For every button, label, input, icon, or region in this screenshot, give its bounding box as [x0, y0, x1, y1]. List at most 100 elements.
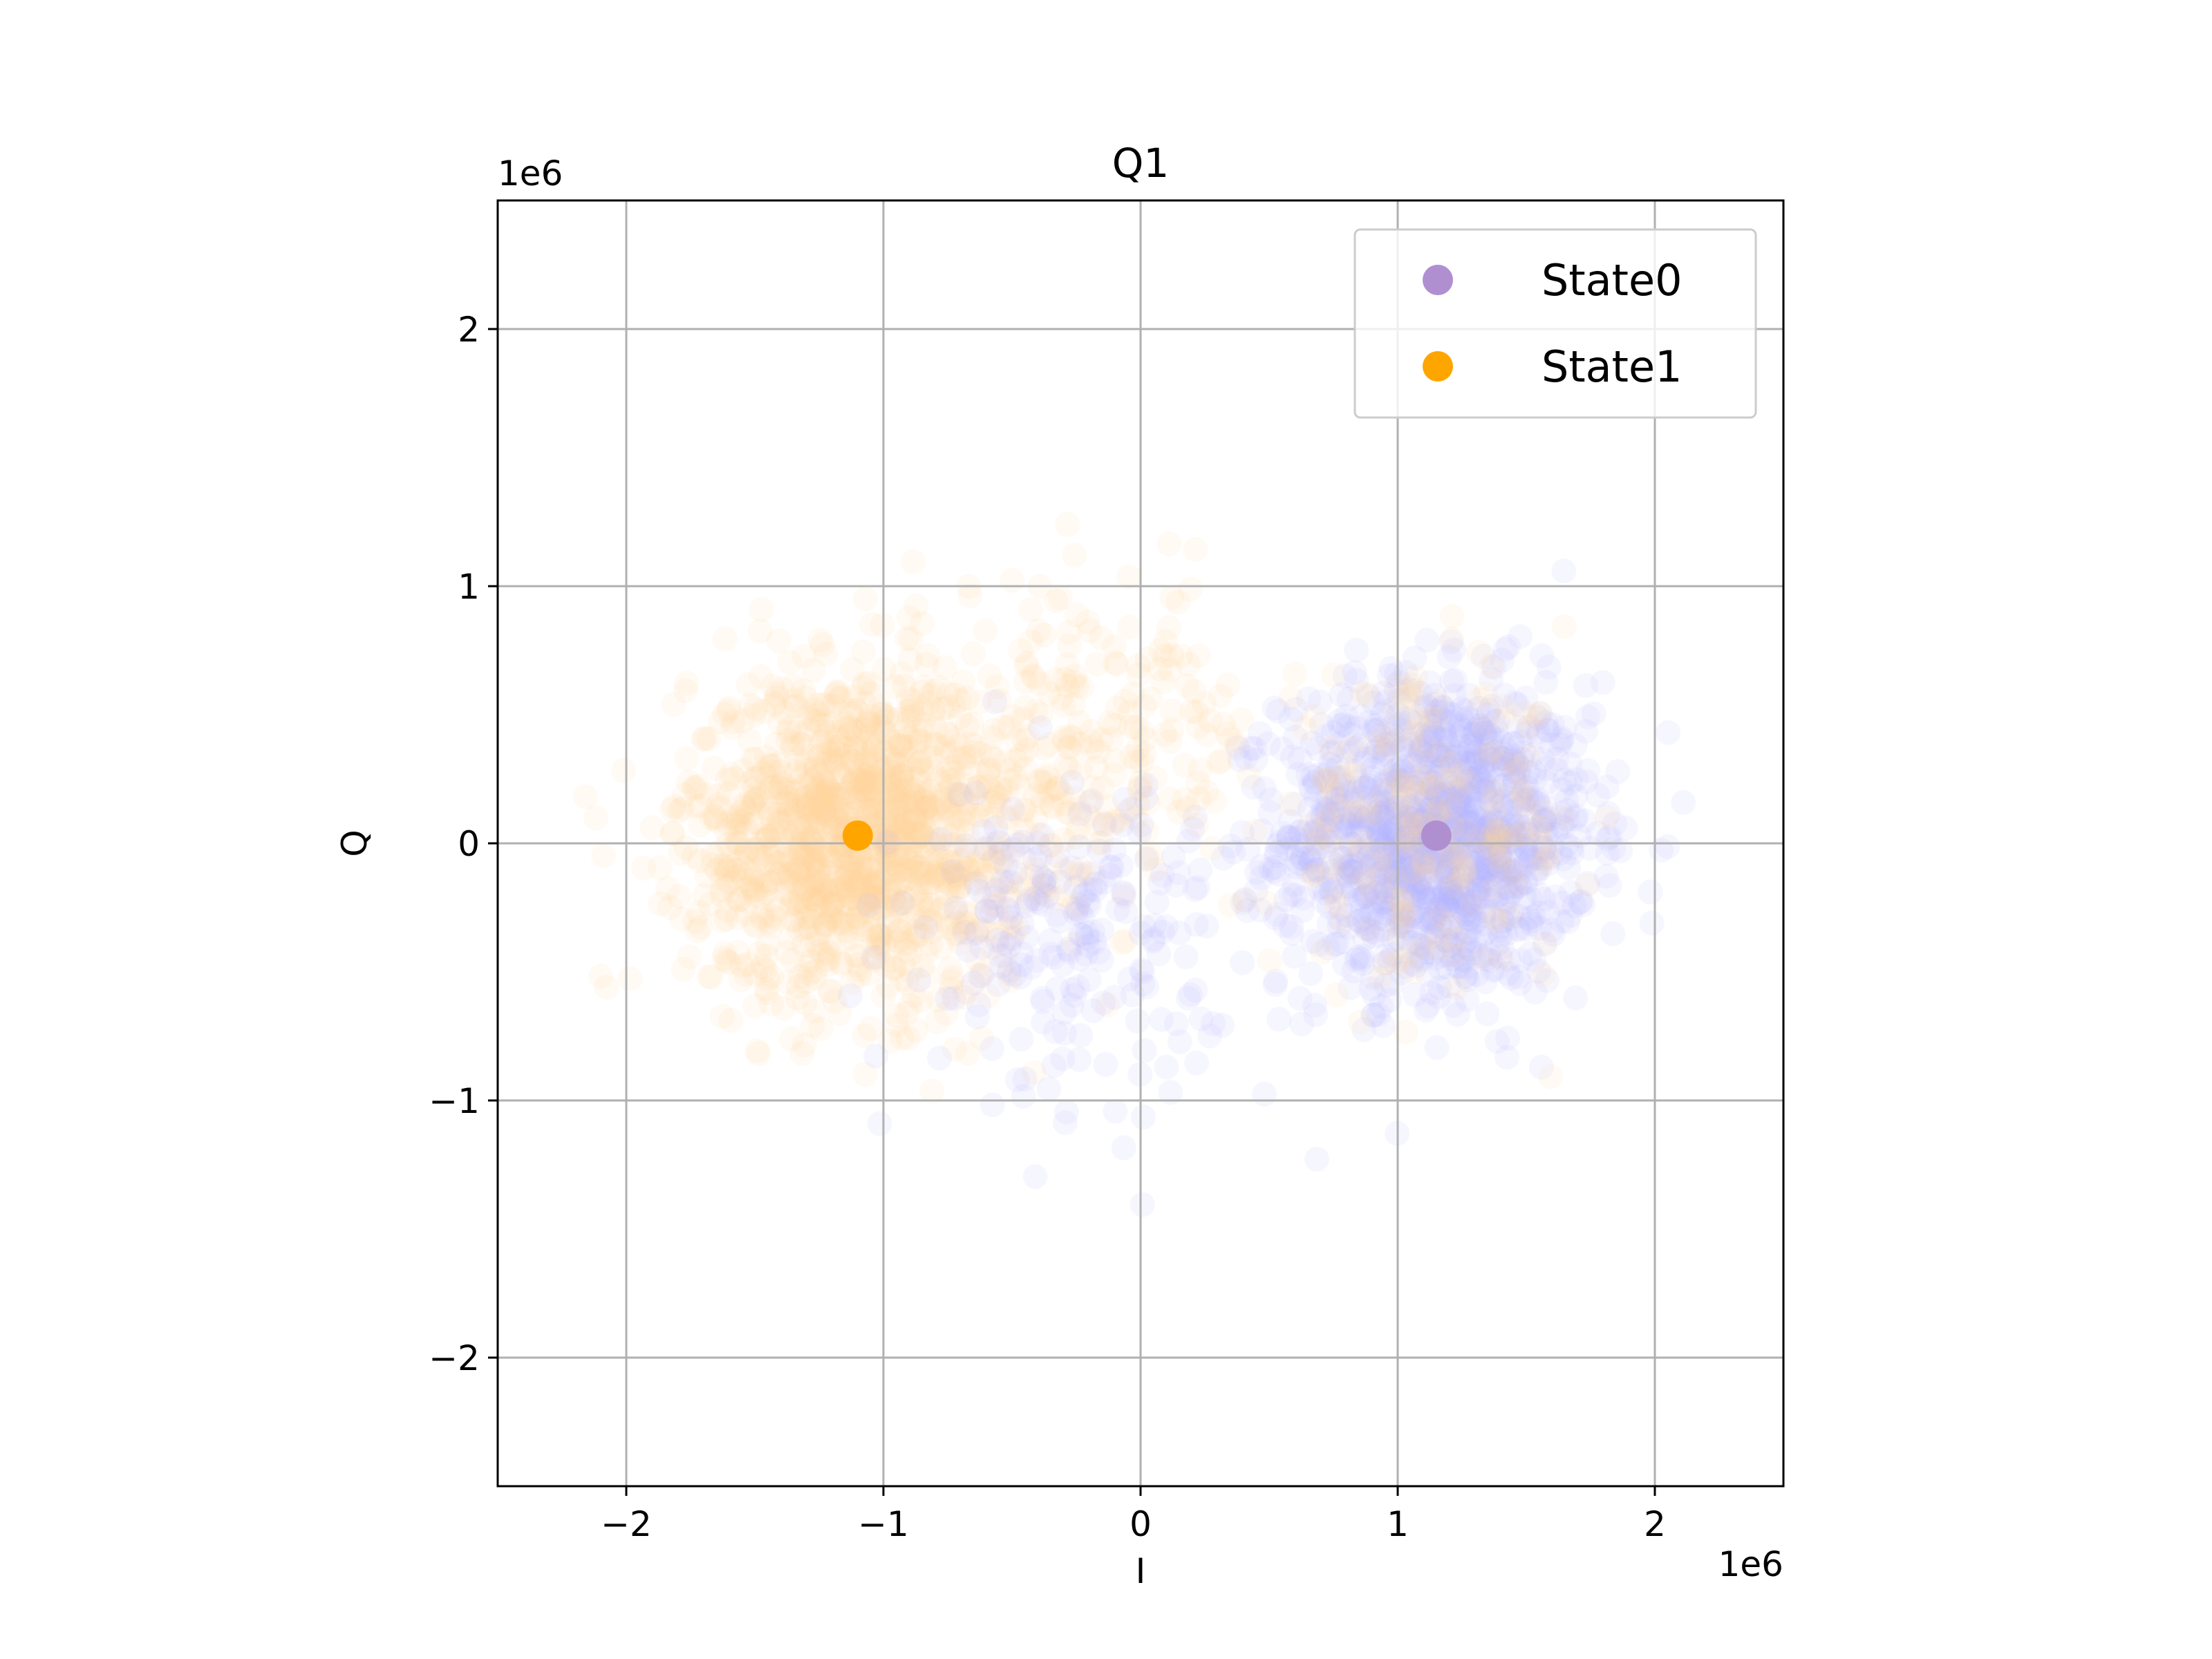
scatter-point	[1134, 846, 1159, 872]
scatter-point	[1322, 801, 1347, 827]
scatter-point	[1463, 847, 1489, 873]
scatter-point	[1369, 847, 1394, 872]
scatter-point	[718, 1008, 744, 1033]
scatter-point	[1490, 746, 1515, 771]
scatter-point	[1419, 775, 1445, 800]
scatter-point	[767, 797, 792, 823]
scatter-point	[980, 1035, 1004, 1061]
scatter-point	[1383, 860, 1409, 885]
scatter-point	[1427, 742, 1452, 768]
scatter-point	[1380, 875, 1406, 900]
scatter-point	[1284, 848, 1309, 874]
scatter-point	[1452, 804, 1477, 830]
scatter-point	[1345, 803, 1371, 829]
scatter-point	[1432, 901, 1457, 926]
scatter-point	[1417, 670, 1443, 695]
scatter-point	[1392, 785, 1418, 811]
scatter-point	[1477, 883, 1502, 909]
scatter-point	[671, 957, 696, 982]
scatter-point	[1279, 914, 1304, 939]
scatter-point	[1432, 726, 1458, 751]
scatter-point	[1499, 859, 1524, 884]
scatter-point	[1335, 854, 1361, 880]
scatter-point	[1395, 853, 1421, 879]
scatter-point	[1423, 920, 1449, 946]
scatter-point	[1459, 901, 1483, 927]
scatter-point	[1522, 759, 1547, 785]
scatter-point	[1409, 945, 1434, 971]
scatter-point	[1422, 724, 1447, 749]
scatter-point	[1470, 758, 1495, 784]
scatter-point	[913, 915, 939, 940]
scatter-point	[1465, 796, 1490, 822]
scatter-point	[1450, 827, 1475, 852]
scatter-point	[1033, 769, 1058, 795]
scatter-point	[760, 674, 785, 699]
scatter-point	[1470, 771, 1496, 796]
scatter-point	[1419, 747, 1445, 773]
scatter-point	[1468, 807, 1493, 832]
scatter-point	[1472, 720, 1497, 746]
scatter-point	[1103, 650, 1128, 675]
scatter-point	[1462, 941, 1488, 966]
scatter-point	[1490, 863, 1516, 889]
scatter-point	[1285, 840, 1311, 865]
scatter-point	[1428, 885, 1454, 910]
scatter-point	[1461, 903, 1486, 929]
scatter-point	[1548, 841, 1573, 866]
scatter-point	[1183, 912, 1209, 937]
scatter-point	[1423, 698, 1449, 724]
scatter-point	[1301, 863, 1327, 889]
scatter-point	[1504, 692, 1530, 718]
scatter-point	[1398, 903, 1424, 929]
scatter-point	[780, 907, 805, 932]
scatter-point	[1387, 756, 1413, 780]
scatter-point	[1481, 811, 1506, 836]
scatter-point	[1232, 888, 1257, 913]
scatter-point	[1498, 903, 1524, 928]
scatter-point	[1370, 1013, 1396, 1038]
scatter-point	[1506, 780, 1532, 805]
scatter-point	[1000, 796, 1025, 822]
scatter-point	[1507, 754, 1533, 780]
scatter-point	[981, 718, 1006, 743]
scatter-point	[1282, 724, 1308, 750]
scatter-point	[1484, 1029, 1510, 1054]
scatter-point	[1487, 864, 1512, 890]
scatter-point	[943, 682, 968, 707]
scatter-point	[1409, 847, 1435, 872]
scatter-point	[1405, 747, 1430, 773]
scatter-point	[1483, 853, 1509, 879]
scatter-point	[1419, 794, 1445, 819]
scatter-point	[1395, 766, 1421, 791]
scatter-point	[1277, 791, 1303, 816]
scatter-point	[1405, 904, 1431, 930]
scatter-point	[1389, 852, 1414, 877]
scatter-point	[1133, 772, 1159, 798]
scatter-point	[1320, 739, 1346, 765]
scatter-point	[1564, 767, 1589, 792]
y-axis-label: Q	[335, 830, 375, 856]
scatter-point	[1490, 935, 1515, 960]
scatter-point	[1671, 789, 1696, 815]
scatter-point	[1444, 723, 1470, 749]
scatter-point	[1340, 874, 1365, 899]
scatter-point	[1425, 688, 1451, 714]
scatter-point	[1447, 712, 1473, 738]
scatter-point	[1492, 874, 1518, 900]
scatter-point	[1305, 834, 1331, 860]
scatter-point	[1304, 817, 1329, 843]
scatter-point	[1330, 929, 1356, 955]
scatter-point	[1463, 820, 1489, 845]
scatter-point	[1377, 822, 1403, 847]
scatter-point	[1416, 885, 1442, 911]
scatter-point	[1360, 919, 1385, 944]
scatter-point	[1315, 785, 1341, 810]
scatter-point	[1338, 975, 1363, 1000]
scatter-point	[1452, 947, 1477, 973]
scatter-point	[1432, 859, 1458, 885]
scatter-point	[1249, 853, 1275, 879]
scatter-point	[1470, 815, 1496, 841]
scatter-point	[1511, 778, 1537, 804]
scatter-point	[1372, 739, 1398, 765]
